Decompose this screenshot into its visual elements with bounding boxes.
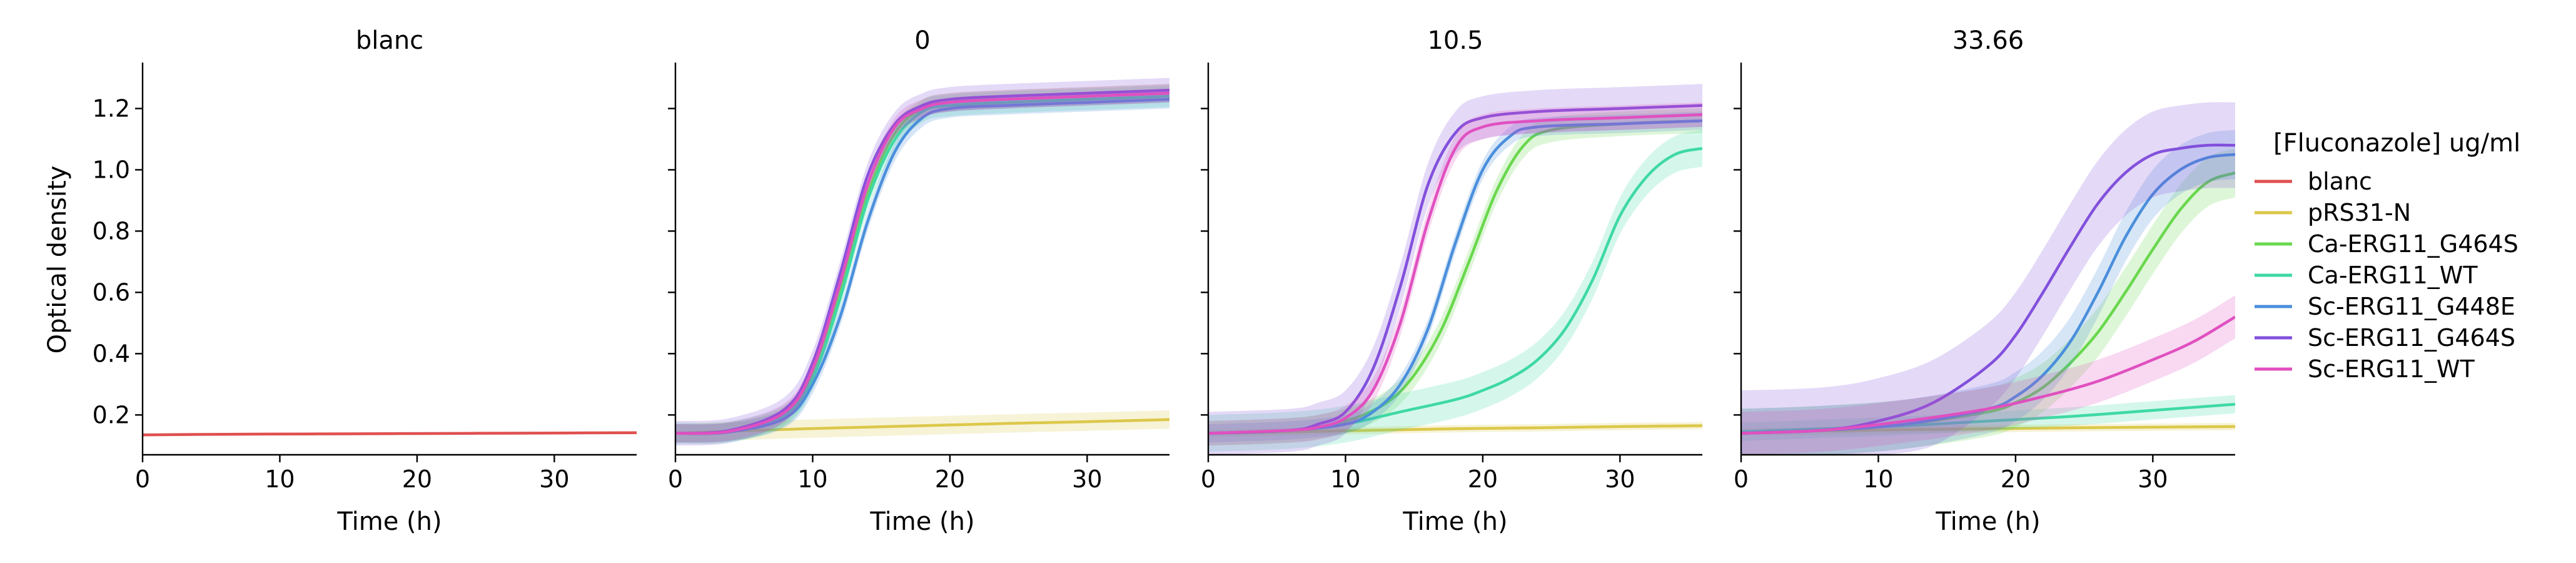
legend-entries: blanc pRS31-N Ca-ERG11_G464S Ca-ERG11_WT Sc-… <box>2255 168 2518 383</box>
legend-entry: Sc-ERG11_G448E <box>2255 293 2515 320</box>
series-band-Ca-ERG11_G464S <box>1741 148 2235 455</box>
series-band-Sc-ERG11_G448E <box>675 90 1169 443</box>
x-axis-label: Time (h) <box>869 507 974 536</box>
panel-3: 33.66 0 10 20 30 Time (h) <box>1734 26 2235 536</box>
panel-title: 10.5 <box>1427 26 1483 55</box>
x-tick-label: 20 <box>1468 465 1498 493</box>
series-band-Ca-ERG11_WT <box>1741 395 2235 441</box>
x-tick-label: 0 <box>668 465 683 493</box>
legend-entry: Ca-ERG11_WT <box>2255 261 2478 289</box>
legend-label: Ca-ERG11_G464S <box>2308 230 2518 258</box>
series-line-Sc-ERG11_G448E <box>675 98 1169 435</box>
series-line-blanc <box>143 431 637 437</box>
series-line-pRS31-N <box>675 418 1169 435</box>
x-tick-label: 10 <box>797 465 827 493</box>
series-line-Sc-ERG11_G464S <box>1741 143 2235 435</box>
series-band-Sc-ERG11_G464S <box>675 78 1169 446</box>
series-line-pRS31-N <box>1208 424 1702 435</box>
plot-area <box>675 78 1169 446</box>
y-tick-label: 0.4 <box>93 340 130 367</box>
series-band-Sc-ERG11_G448E <box>1741 129 2235 455</box>
x-tick-label: 30 <box>1605 465 1635 493</box>
series-band-Sc-ERG11_G464S <box>1741 102 2235 455</box>
legend-entry: blanc <box>2255 168 2372 195</box>
panel-title: 0 <box>914 26 930 55</box>
x-tick-label: 30 <box>539 465 569 493</box>
legend-label: blanc <box>2308 168 2372 195</box>
series-band-Ca-ERG11_WT <box>1208 129 1702 452</box>
panel-1: 0 0 10 20 30 Time (h) <box>668 26 1169 536</box>
series-line-Ca-ERG11_WT <box>675 94 1169 435</box>
legend-title: [Fluconazole] ug/ml <box>2273 129 2520 158</box>
x-tick-label: 10 <box>1863 465 1893 493</box>
y-tick-label: 0.6 <box>93 278 130 306</box>
series-line-Sc-ERG11_G464S <box>1208 104 1702 435</box>
x-tick-label: 0 <box>135 465 150 493</box>
legend-entry: Ca-ERG11_G464S <box>2255 230 2518 258</box>
y-tick-label: 1.2 <box>93 94 130 122</box>
plot-area <box>143 431 637 437</box>
x-tick-label: 0 <box>1734 465 1749 493</box>
panel-title: 33.66 <box>1952 26 2024 55</box>
x-tick-label: 20 <box>402 465 432 493</box>
x-tick-label: 30 <box>2138 465 2168 493</box>
panel-0: blanc 0.2 0.4 0.6 0.8 1.0 1.2 0 10 20 30 Time (h) <box>93 26 637 536</box>
panel-title: blanc <box>356 26 423 55</box>
series-line-Sc-ERG11_WT <box>1208 113 1702 435</box>
y-tick-label: 0.2 <box>93 401 130 429</box>
series-line-Sc-ERG11_WT <box>675 91 1169 435</box>
series-line-Sc-ERG11_G448E <box>1741 153 2235 435</box>
panel-2: 10.5 0 10 20 30 Time (h) <box>1201 26 1702 536</box>
legend-label: Sc-ERG11_G448E <box>2308 293 2515 320</box>
legend-entry: Sc-ERG11_G464S <box>2255 324 2515 352</box>
legend-label: Sc-ERG11_G464S <box>2308 324 2515 352</box>
x-tick-label: 20 <box>935 465 965 493</box>
legend-label: Sc-ERG11_WT <box>2308 355 2475 383</box>
series-band-Sc-ERG11_WT <box>1741 295 2235 455</box>
series-line-Ca-ERG11_WT <box>1741 402 2235 434</box>
x-tick-label: 20 <box>2001 465 2031 493</box>
legend: [Fluconazole] ug/ml blanc pRS31-N Ca-ERG11… <box>2255 129 2520 383</box>
series-band-Ca-ERG11_WT <box>675 85 1169 445</box>
y-tick-label: 0.8 <box>93 217 130 245</box>
x-tick-label: 30 <box>1072 465 1102 493</box>
plot-area <box>1741 102 2235 455</box>
x-axis-label: Time (h) <box>1935 507 2040 536</box>
x-tick-label: 0 <box>1201 465 1216 493</box>
x-axis-label: Time (h) <box>336 507 442 536</box>
series-band-Sc-ERG11_G464S <box>1208 84 1702 455</box>
series-band-Sc-ERG11_WT <box>675 84 1169 443</box>
series-line-Ca-ERG11_G464S <box>675 91 1169 435</box>
y-axis-label: Optical density <box>43 166 72 354</box>
x-tick-label: 10 <box>1330 465 1360 493</box>
legend-entry: pRS31-N <box>2255 199 2411 226</box>
series-line-Sc-ERG11_G448E <box>1208 119 1702 435</box>
x-tick-label: 10 <box>265 465 295 493</box>
legend-entry: Sc-ERG11_WT <box>2255 355 2475 383</box>
y-tick-label: 1.0 <box>93 156 130 183</box>
series-line-Sc-ERG11_G464S <box>675 88 1169 435</box>
series-band-Ca-ERG11_G464S <box>675 84 1169 443</box>
x-axis-label: Time (h) <box>1402 507 1507 536</box>
plot-area <box>1208 84 1702 455</box>
legend-label: Ca-ERG11_WT <box>2308 261 2478 289</box>
series-line-Sc-ERG11_WT <box>1741 315 2235 435</box>
legend-label: pRS31-N <box>2308 199 2411 226</box>
